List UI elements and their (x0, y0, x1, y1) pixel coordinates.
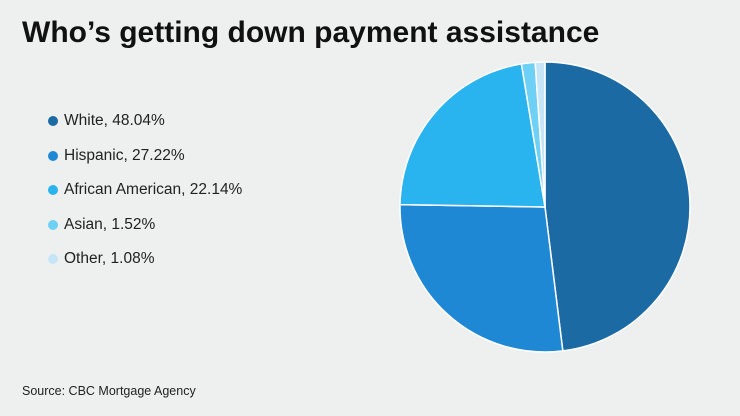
legend-label-hispanic: Hispanic, 27.22% (64, 146, 185, 164)
legend-item-other: Other, 1.08% (48, 242, 242, 277)
legend-swatch-asian (48, 219, 58, 230)
legend-swatch-white (48, 116, 58, 127)
legend-item-african-american: African American, 22.14% (48, 173, 242, 208)
source-note: Source: CBC Mortgage Agency (22, 384, 196, 398)
pie-slice-hispanic (399, 203, 564, 353)
legend-item-asian: Asian, 1.52% (48, 208, 242, 243)
pie-slice-other (534, 61, 546, 208)
legend-swatch-african-american (48, 185, 58, 196)
legend-label-other: Other, 1.08% (64, 250, 155, 268)
legend-swatch-hispanic (48, 150, 58, 161)
legend-item-white: White, 48.04% (48, 104, 242, 139)
legend-label-african-american: African American, 22.14% (64, 181, 243, 199)
chart-title: Who’s getting down payment assistance (22, 16, 600, 49)
pie-slice-african-american (399, 63, 546, 208)
legend: White, 48.04% Hispanic, 27.22% African A… (48, 104, 242, 277)
legend-item-hispanic: Hispanic, 27.22% (48, 139, 242, 174)
pie-chart (399, 61, 691, 353)
legend-label-white: White, 48.04% (64, 112, 165, 130)
pie-slice-white (544, 61, 691, 352)
legend-swatch-other (48, 254, 58, 265)
legend-label-asian: Asian, 1.52% (64, 215, 156, 233)
